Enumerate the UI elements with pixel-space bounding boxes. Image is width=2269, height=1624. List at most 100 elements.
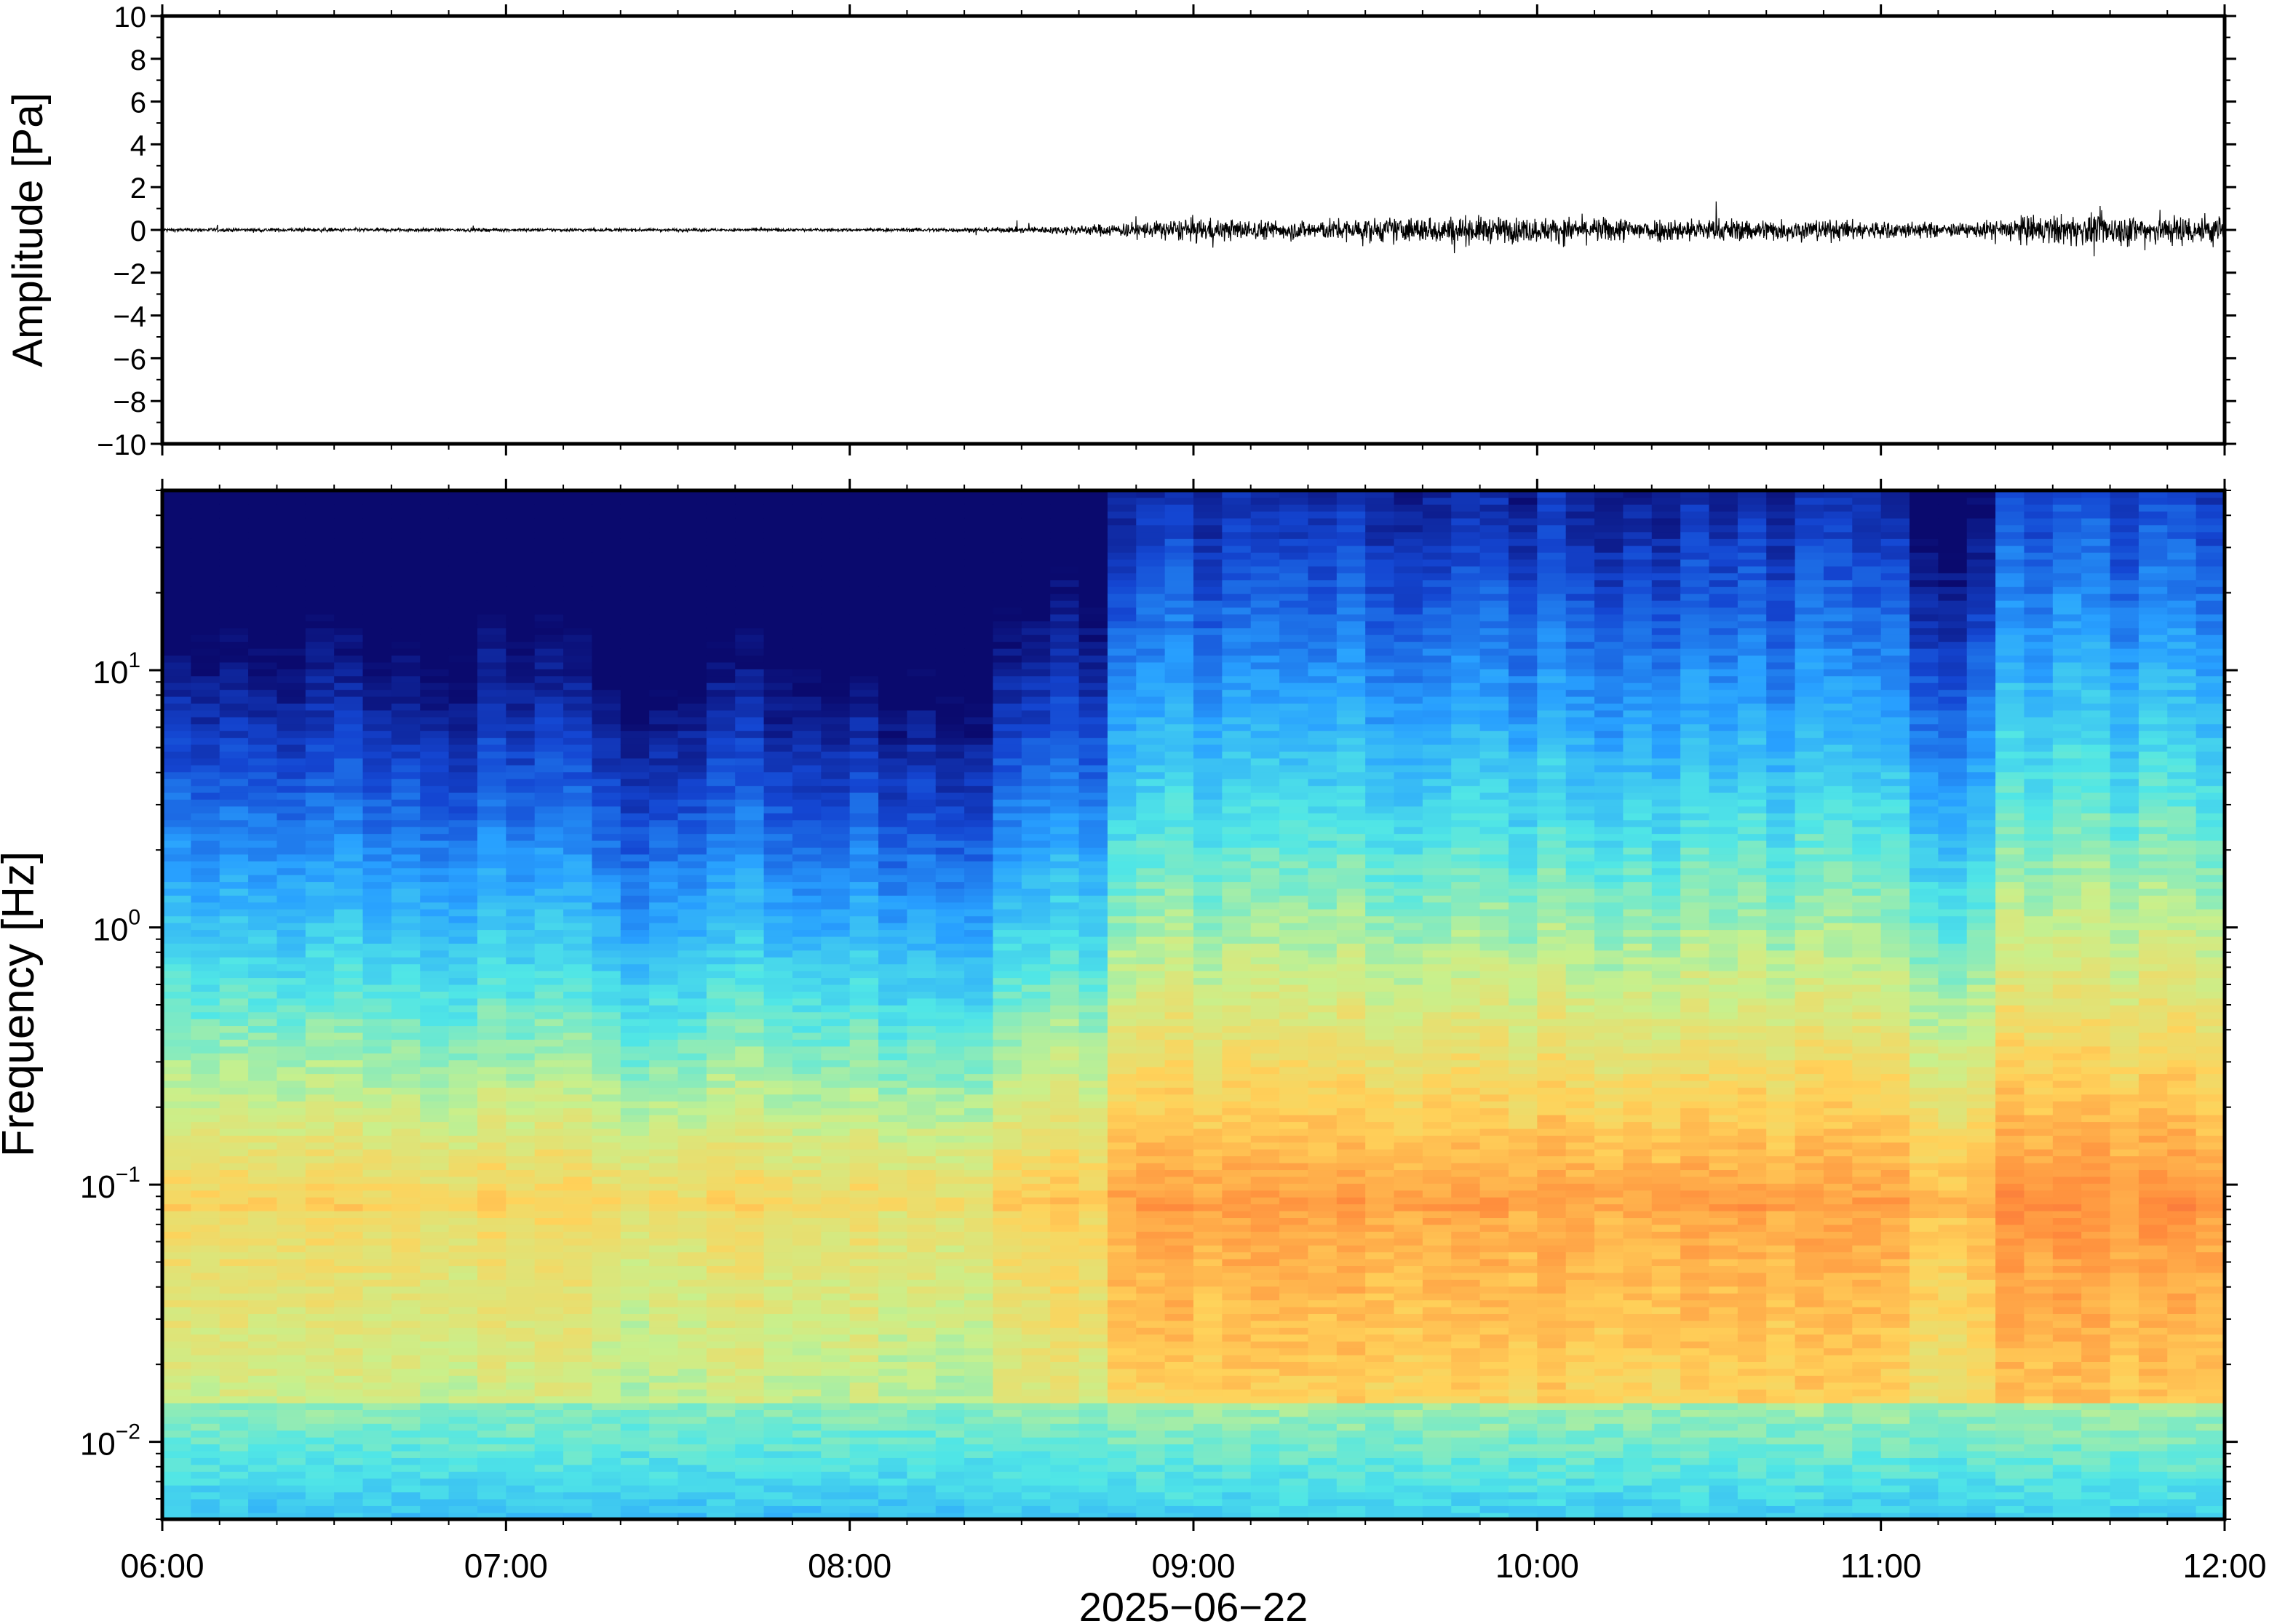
spectrogram-cell <box>677 1279 707 1287</box>
spectrogram-cell <box>162 1292 192 1301</box>
spectrogram-cell <box>849 1155 879 1163</box>
spectrogram-cell <box>993 1114 1022 1123</box>
spectrogram-cell <box>448 1299 478 1307</box>
spectrogram-cell <box>706 826 736 835</box>
spectrogram-cell <box>821 1032 851 1040</box>
spectrogram-cell <box>448 545 478 553</box>
spectrogram-cell <box>563 1224 593 1232</box>
spectrogram-cell <box>448 1148 478 1157</box>
spectrogram-cell <box>162 998 192 1006</box>
spectrogram-cell <box>534 909 564 917</box>
spectrogram-cell <box>792 1203 822 1211</box>
spectrogram-cell <box>334 1320 364 1328</box>
spectrogram-cell <box>907 1162 937 1171</box>
spectrogram-cell <box>677 689 707 697</box>
spectrogram-cell <box>935 1430 965 1438</box>
spectrogram-cell <box>162 1484 192 1493</box>
spectrogram-cell <box>391 1066 421 1075</box>
spectrogram-cell <box>849 1052 879 1061</box>
spectrogram-cell <box>305 1107 335 1115</box>
spectrogram-cell <box>1050 1059 1080 1067</box>
spectrogram-cell <box>878 1299 908 1307</box>
spectrogram-cell <box>277 1436 306 1445</box>
spectrogram-cell <box>935 1018 965 1027</box>
spectrogram-cell <box>506 1361 536 1369</box>
spectrogram-cell <box>792 1354 822 1362</box>
spectrogram-cell <box>878 737 908 745</box>
spectrogram-cell <box>763 744 793 752</box>
spectrogram-cell <box>391 525 421 533</box>
spectrogram-cell <box>763 1231 793 1239</box>
spectrogram-cell <box>620 757 650 765</box>
spectrogram-cell <box>219 709 249 717</box>
spectrogram-cell <box>706 1203 736 1211</box>
spectrogram-cell <box>849 998 879 1006</box>
spectrogram-cell <box>649 607 679 615</box>
spectrogram-cell <box>534 545 564 553</box>
spectrogram-cell <box>735 1148 765 1157</box>
spectrogram-cell <box>506 1238 536 1246</box>
spectrogram-cell <box>907 1361 937 1369</box>
spectrogram-cell <box>420 1292 450 1301</box>
spectrogram-cell <box>305 613 335 621</box>
spectrogram-cell <box>763 853 793 861</box>
spectrogram-cell <box>620 1313 650 1321</box>
spectrogram-cell <box>305 792 335 800</box>
spectrogram-cell <box>248 696 278 704</box>
spectrogram-cell <box>277 1087 306 1095</box>
spectrogram-cell <box>792 1005 822 1013</box>
spectrogram-cell <box>534 1375 564 1383</box>
spectrogram-cell <box>1078 1238 1108 1246</box>
spectrogram-cell <box>935 1217 965 1225</box>
spectrogram-cell <box>964 723 994 731</box>
spectrogram-cell <box>907 1018 937 1027</box>
spectrogram-cell <box>821 1457 851 1465</box>
spectrogram-cell <box>792 1046 822 1054</box>
spectrogram-cell <box>706 785 736 793</box>
spectrogram-cell <box>391 1299 421 1307</box>
spectrogram-cell <box>907 1210 937 1219</box>
spectrogram-cell <box>792 641 822 649</box>
spectrogram-cell <box>706 490 736 498</box>
spectrogram-cell <box>935 1011 965 1019</box>
spectrogram-cell <box>935 881 965 889</box>
spectrogram-cell <box>420 1416 450 1424</box>
spectrogram-cell <box>821 1299 851 1307</box>
spectrogram-cell <box>993 1354 1022 1362</box>
spectrogram-cell <box>592 1025 621 1033</box>
spectrogram-cell <box>420 1396 450 1404</box>
spectrogram-cell <box>334 771 364 779</box>
spectrogram-cell <box>191 1128 220 1136</box>
spectrogram-cell <box>620 600 650 608</box>
spectrogram-cell <box>677 1436 707 1445</box>
spectrogram-cell <box>1021 531 1051 539</box>
spectrogram-cell <box>763 689 793 697</box>
spectrogram-cell <box>534 1334 564 1342</box>
spectrogram-cell <box>448 1121 478 1129</box>
spectrogram-cell <box>849 689 879 697</box>
spectrogram-cell <box>563 1251 593 1259</box>
spectrogram-cell <box>964 819 994 827</box>
spectrogram-cell <box>792 661 822 669</box>
spectrogram-cell <box>305 689 335 697</box>
spectrogram-cell <box>534 1224 564 1232</box>
spectrogram-cell <box>763 1505 793 1513</box>
spectrogram-cell <box>448 1244 478 1253</box>
spectrogram-cell <box>907 1094 937 1102</box>
spectrogram-cell <box>362 1073 392 1081</box>
spectrogram-cell <box>534 957 564 965</box>
spectrogram-cell <box>362 867 392 875</box>
spectrogram-cell <box>1021 600 1051 608</box>
spectrogram-cell <box>964 1196 994 1205</box>
spectrogram-cell <box>334 1005 364 1013</box>
spectrogram-cell <box>907 1217 937 1225</box>
spectrogram-cell <box>907 1238 937 1246</box>
spectrogram-cell <box>420 511 450 519</box>
spectrogram-cell <box>792 888 822 896</box>
spectrogram-cell <box>277 1162 306 1171</box>
spectrogram-cell <box>935 813 965 821</box>
spectrogram-cell <box>620 1450 650 1458</box>
spectrogram-cell <box>1021 648 1051 656</box>
spectrogram-cell <box>162 1464 192 1472</box>
spectrogram-cell <box>563 1052 593 1061</box>
